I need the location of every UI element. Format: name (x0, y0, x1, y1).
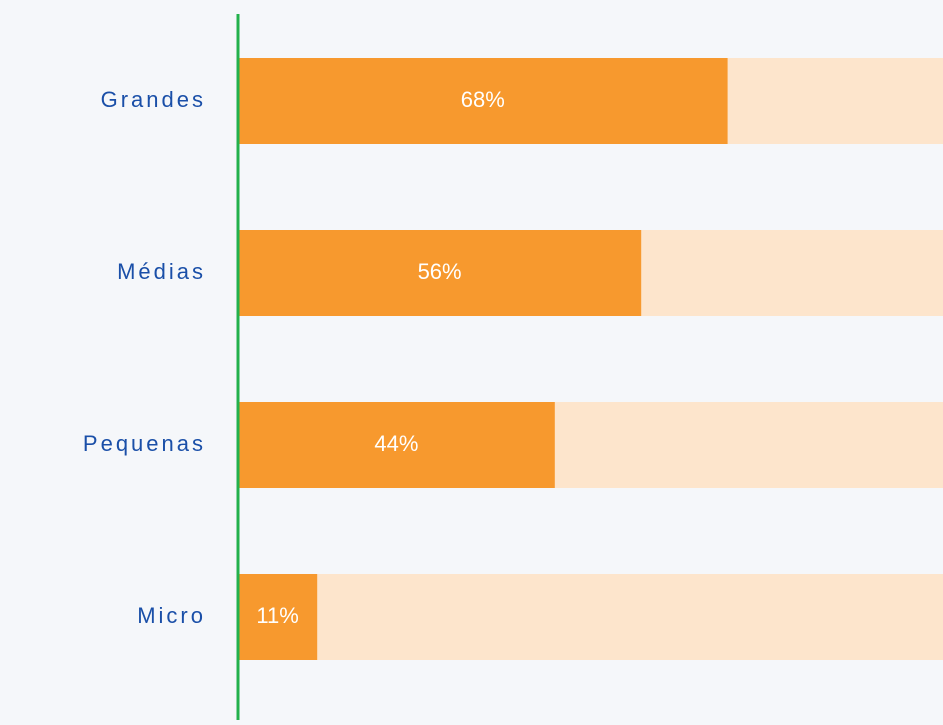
bar (238, 402, 555, 488)
bar (238, 58, 728, 144)
value-label: 44% (374, 431, 418, 456)
bar (238, 574, 318, 660)
bar (238, 230, 642, 316)
category-label: Médias (117, 259, 206, 284)
category-label: Grandes (101, 87, 206, 112)
category-label: Pequenas (83, 431, 206, 456)
value-label: 56% (418, 259, 462, 284)
bar-track (238, 574, 943, 660)
value-label: 11% (256, 603, 298, 628)
value-label: 68% (461, 87, 505, 112)
category-label: Micro (137, 603, 206, 628)
